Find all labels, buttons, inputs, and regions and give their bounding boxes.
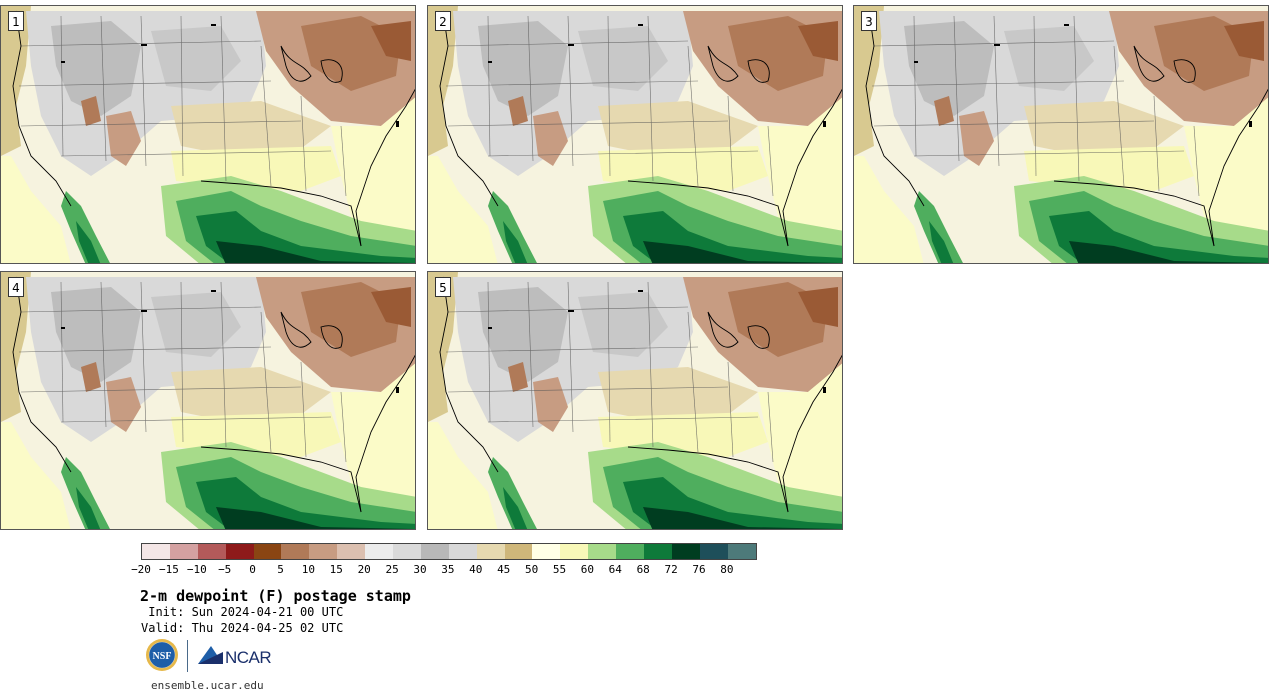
colorbar-swatch bbox=[253, 544, 282, 559]
colorbar-swatch bbox=[532, 544, 561, 559]
colorbar-swatch bbox=[420, 544, 449, 559]
panel-number: 4 bbox=[8, 277, 24, 297]
colorbar-swatch bbox=[197, 544, 226, 559]
colorbar-swatch bbox=[281, 544, 310, 559]
panel-number: 1 bbox=[8, 11, 24, 31]
colorbar-swatch bbox=[727, 544, 756, 559]
colorbar-tick-label: −15 bbox=[158, 563, 179, 576]
colorbar-swatch bbox=[365, 544, 394, 559]
init-time: Init: Sun 2024-04-21 00 UTC bbox=[141, 605, 344, 619]
colorbar-tick-label: 5 bbox=[277, 563, 284, 576]
colorbar-tick-label: 68 bbox=[636, 563, 650, 576]
colorbar-swatch bbox=[448, 544, 477, 559]
colorbar-swatch bbox=[142, 544, 170, 559]
colorbar-tick-label: 64 bbox=[608, 563, 622, 576]
colorbar-ticks: −20 −15 −10 −5 0 5 10 15 20 25 30 35 40 45 50 55 60 64 68 7… bbox=[0, 563, 800, 577]
colorbar-swatch bbox=[393, 544, 421, 559]
colorbar-tick-label: 60 bbox=[580, 563, 595, 576]
colorbar-swatch bbox=[588, 544, 617, 559]
colorbar-tick-label: 50 bbox=[524, 563, 539, 576]
dewpoint-map bbox=[428, 272, 842, 529]
logo-divider bbox=[187, 640, 188, 672]
colorbar-swatch bbox=[699, 544, 728, 559]
map-panel-4: 4 bbox=[0, 271, 416, 530]
nsf-logo: NSF bbox=[146, 639, 178, 671]
colorbar-tick-label: 76 bbox=[692, 563, 706, 576]
dewpoint-map bbox=[1, 272, 415, 529]
colorbar-tick-label: −10 bbox=[186, 563, 207, 576]
colorbar-swatch bbox=[560, 544, 589, 559]
dewpoint-map bbox=[854, 6, 1268, 263]
colorbar-swatch bbox=[671, 544, 700, 559]
map-panel-1: 1 bbox=[0, 5, 416, 264]
colorbar-swatch bbox=[169, 544, 198, 559]
nsf-logo-text: NSF bbox=[153, 651, 172, 662]
ncar-logo bbox=[198, 646, 223, 664]
colorbar-tick-label: −5 bbox=[218, 563, 232, 576]
colorbar-swatch bbox=[225, 544, 254, 559]
colorbar-tick-label: 72 bbox=[664, 563, 678, 576]
colorbar-swatch bbox=[616, 544, 645, 559]
colorbar-swatch bbox=[337, 544, 366, 559]
colorbar-tick-label: 25 bbox=[385, 563, 399, 576]
colorbar-swatch bbox=[504, 544, 533, 559]
colorbar-tick-label: 15 bbox=[329, 563, 343, 576]
colorbar-tick-label: 80 bbox=[720, 563, 734, 576]
valid-time: Valid: Thu 2024-04-25 02 UTC bbox=[141, 621, 344, 635]
map-panel-3: 3 bbox=[853, 5, 1269, 264]
colorbar bbox=[141, 543, 757, 560]
colorbar-tick-label: 30 bbox=[413, 563, 427, 576]
chart-title: 2-m dewpoint (F) postage stamp bbox=[140, 587, 411, 605]
colorbar-tick-label: 40 bbox=[469, 563, 483, 576]
colorbar-tick-label: 20 bbox=[357, 563, 371, 576]
map-panel-5: 5 bbox=[427, 271, 843, 530]
ncar-logo-text: NCAR bbox=[225, 648, 272, 667]
colorbar-swatch bbox=[644, 544, 672, 559]
colorbar-tick-label: 45 bbox=[497, 563, 511, 576]
colorbar-tick-label: 10 bbox=[301, 563, 316, 576]
dewpoint-map bbox=[1, 6, 415, 263]
colorbar-swatch bbox=[309, 544, 338, 559]
dewpoint-map bbox=[428, 6, 842, 263]
colorbar-tick-label: 55 bbox=[552, 563, 567, 576]
colorbar-swatch bbox=[476, 544, 505, 559]
colorbar-tick-label: 35 bbox=[441, 563, 455, 576]
panel-number: 5 bbox=[435, 277, 451, 297]
panel-number: 2 bbox=[435, 11, 451, 31]
colorbar-tick-label: 0 bbox=[249, 563, 256, 576]
panel-number: 3 bbox=[861, 11, 877, 31]
map-panel-2: 2 bbox=[427, 5, 843, 264]
colorbar-tick-label: −20 bbox=[131, 563, 151, 576]
site-url: ensemble.ucar.edu bbox=[151, 679, 264, 692]
